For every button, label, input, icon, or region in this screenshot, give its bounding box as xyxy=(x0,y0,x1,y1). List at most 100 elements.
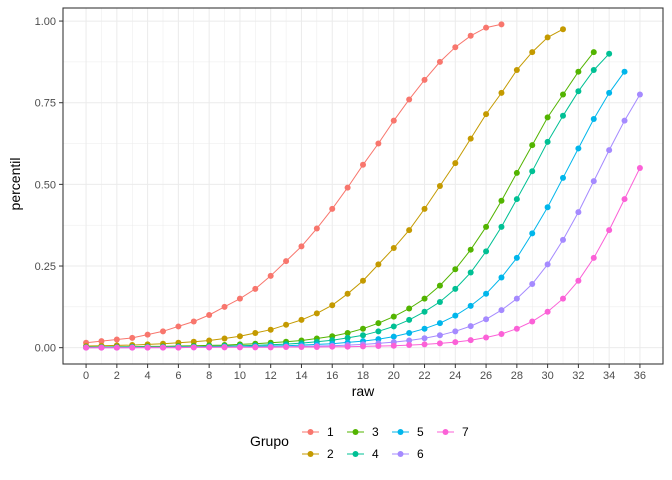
data-point-7 xyxy=(175,344,182,351)
data-point-6 xyxy=(498,307,505,314)
data-point-7 xyxy=(636,165,643,172)
x-tick-label: 26 xyxy=(480,370,492,382)
series-1 xyxy=(83,21,505,346)
data-point-3 xyxy=(452,266,459,273)
data-point-6 xyxy=(421,335,428,342)
y-tick-label: 0.50 xyxy=(35,179,56,191)
data-point-1 xyxy=(283,258,290,265)
data-point-1 xyxy=(375,140,382,147)
legend-item-3: 3 xyxy=(347,425,379,439)
data-point-1 xyxy=(298,243,305,250)
y-tick-label: 0.25 xyxy=(35,261,56,273)
data-point-2 xyxy=(513,67,520,74)
series-line-3 xyxy=(86,51,595,348)
data-point-4 xyxy=(590,67,597,74)
data-point-3 xyxy=(375,320,382,327)
data-point-3 xyxy=(421,295,428,302)
data-point-1 xyxy=(236,295,243,302)
data-point-4 xyxy=(452,285,459,292)
x-tick-label: 6 xyxy=(175,370,181,382)
legend-label: 7 xyxy=(462,425,469,439)
legend-label: 6 xyxy=(417,447,424,461)
data-point-1 xyxy=(483,24,490,31)
data-point-1 xyxy=(329,205,336,212)
data-point-4 xyxy=(436,298,443,305)
data-point-1 xyxy=(160,328,166,335)
data-point-2 xyxy=(313,310,320,317)
y-axis-title: percentil xyxy=(7,158,23,211)
x-tick-label: 8 xyxy=(206,370,212,382)
data-point-4 xyxy=(421,308,428,315)
data-point-4 xyxy=(606,50,613,57)
legend-item-2: 2 xyxy=(302,447,334,461)
data-point-6 xyxy=(513,295,520,302)
data-point-6 xyxy=(621,117,628,124)
data-point-7 xyxy=(375,343,382,350)
data-point-4 xyxy=(406,316,413,323)
data-point-5 xyxy=(590,116,597,123)
x-tick-label: 36 xyxy=(634,370,646,382)
y-tick-label: 1.00 xyxy=(35,16,56,28)
data-point-1 xyxy=(113,336,120,343)
data-point-7 xyxy=(513,325,520,332)
y-tick-label: 0.00 xyxy=(35,343,56,355)
data-point-1 xyxy=(406,96,413,103)
data-point-6 xyxy=(467,323,474,330)
x-tick-label: 0 xyxy=(83,370,89,382)
data-point-2 xyxy=(267,326,274,333)
data-point-4 xyxy=(360,332,366,339)
data-point-6 xyxy=(560,236,566,243)
y-tick-label: 0.75 xyxy=(35,98,56,110)
x-tick-label: 16 xyxy=(326,370,338,382)
data-point-2 xyxy=(329,302,336,309)
data-point-1 xyxy=(206,312,213,319)
x-tick-label: 2 xyxy=(114,370,120,382)
legend-key-point xyxy=(352,429,359,435)
data-point-5 xyxy=(421,325,428,332)
data-point-5 xyxy=(513,254,520,261)
data-point-1 xyxy=(175,323,182,330)
data-point-1 xyxy=(190,318,197,325)
data-point-7 xyxy=(606,227,613,234)
data-point-7 xyxy=(452,339,459,346)
data-point-2 xyxy=(390,245,397,252)
data-point-1 xyxy=(467,32,474,39)
legend-key-point xyxy=(307,429,314,435)
x-tick-label: 4 xyxy=(145,370,151,382)
data-point-6 xyxy=(590,178,597,185)
x-tick-label: 24 xyxy=(449,370,461,382)
legend-label: 4 xyxy=(372,447,379,461)
data-point-5 xyxy=(621,68,628,75)
data-point-2 xyxy=(498,89,505,96)
data-point-1 xyxy=(436,58,443,65)
data-point-5 xyxy=(436,320,443,327)
data-point-1 xyxy=(252,285,259,292)
data-point-4 xyxy=(544,138,551,145)
data-point-3 xyxy=(513,169,520,176)
data-point-2 xyxy=(421,205,428,212)
data-point-7 xyxy=(221,344,228,351)
data-point-2 xyxy=(283,321,290,328)
data-point-2 xyxy=(344,290,351,297)
data-point-7 xyxy=(252,344,259,351)
axis-ticks xyxy=(59,20,641,368)
data-point-3 xyxy=(390,313,397,320)
legend-item-5: 5 xyxy=(392,425,424,439)
data-point-1 xyxy=(144,331,151,338)
data-point-3 xyxy=(483,223,490,230)
data-point-1 xyxy=(452,44,459,51)
data-point-5 xyxy=(560,174,566,181)
data-point-4 xyxy=(483,248,490,255)
data-point-2 xyxy=(406,227,413,234)
data-point-7 xyxy=(436,340,443,347)
data-point-6 xyxy=(436,332,443,339)
data-point-7 xyxy=(406,342,413,349)
legend-label: 5 xyxy=(417,425,424,439)
data-point-7 xyxy=(421,341,428,348)
data-point-7 xyxy=(236,344,243,351)
data-point-7 xyxy=(160,344,166,351)
legend-label: 3 xyxy=(372,425,379,439)
data-point-7 xyxy=(129,344,136,351)
legend-label: 2 xyxy=(327,447,334,461)
